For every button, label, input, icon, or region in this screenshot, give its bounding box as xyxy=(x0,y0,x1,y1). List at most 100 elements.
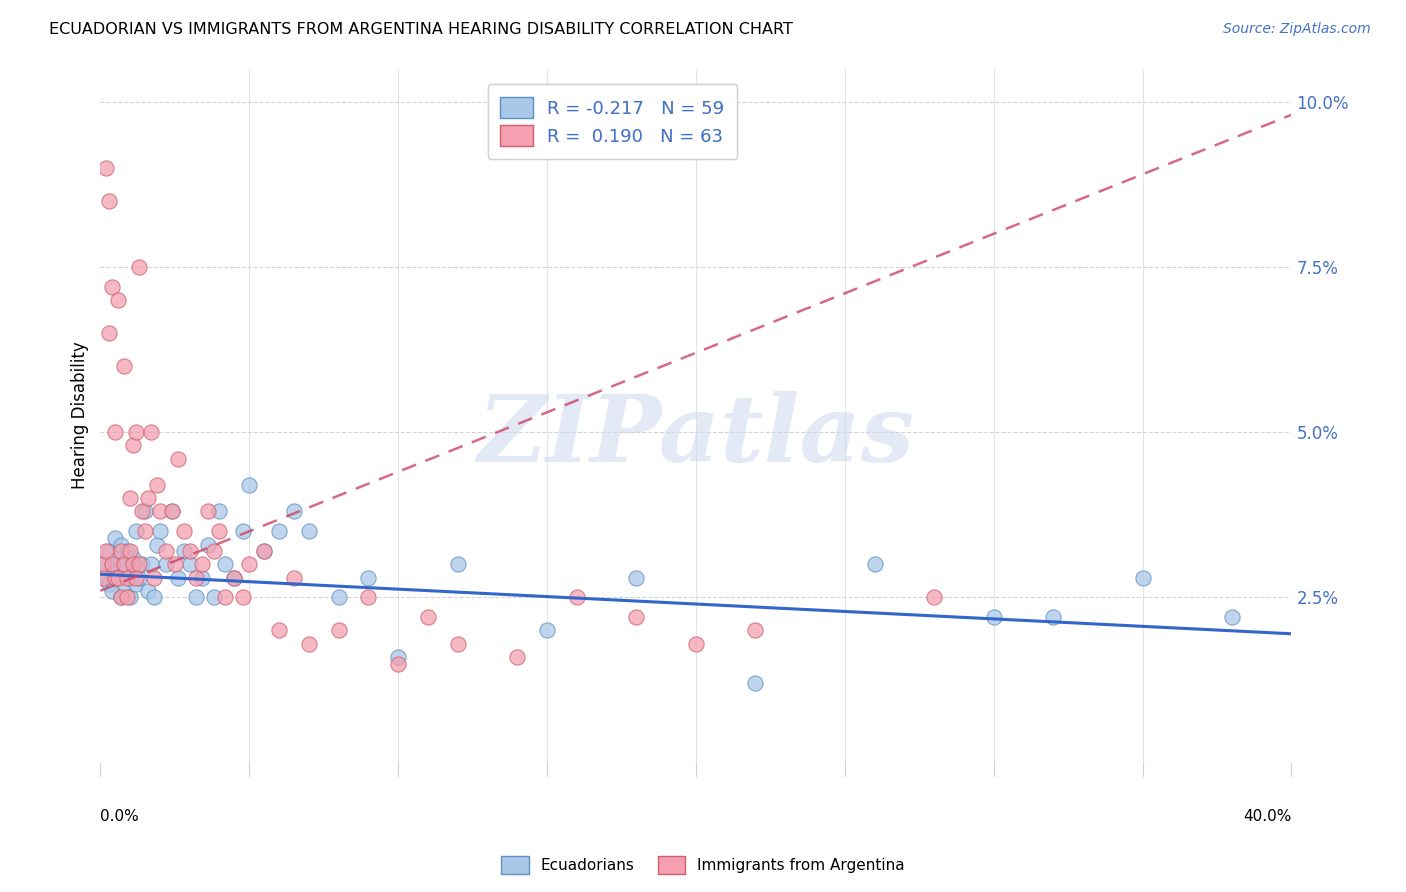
Point xyxy=(98,194,121,208)
Point xyxy=(110,591,132,605)
Point xyxy=(122,558,145,572)
Point xyxy=(125,577,148,591)
Point xyxy=(166,571,188,585)
Point xyxy=(214,558,236,572)
Point xyxy=(416,610,439,624)
Point xyxy=(115,591,138,605)
Point xyxy=(184,591,207,605)
Point xyxy=(96,544,118,558)
Point xyxy=(387,649,409,664)
Point xyxy=(283,571,305,585)
Point xyxy=(107,550,129,565)
Point xyxy=(238,478,260,492)
Point xyxy=(122,438,145,452)
Point xyxy=(125,524,148,539)
Point xyxy=(149,524,172,539)
Text: 0.0%: 0.0% xyxy=(100,809,139,824)
Point xyxy=(1220,610,1243,624)
Point xyxy=(98,326,121,340)
Point xyxy=(125,571,148,585)
Point xyxy=(107,293,129,307)
Point xyxy=(110,544,132,558)
Point xyxy=(96,161,118,175)
Point xyxy=(160,504,183,518)
Point xyxy=(142,591,165,605)
Point xyxy=(115,544,138,558)
Point xyxy=(357,571,380,585)
Point xyxy=(173,544,195,558)
Point xyxy=(626,610,648,624)
Text: ECUADORIAN VS IMMIGRANTS FROM ARGENTINA HEARING DISABILITY CORRELATION CHART: ECUADORIAN VS IMMIGRANTS FROM ARGENTINA … xyxy=(49,22,793,37)
Text: ZIPatlas: ZIPatlas xyxy=(478,392,914,482)
Point xyxy=(112,558,135,572)
Point xyxy=(122,558,145,572)
Point xyxy=(146,537,169,551)
Point xyxy=(298,524,321,539)
Point xyxy=(112,359,135,373)
Point xyxy=(104,571,127,585)
Point xyxy=(110,537,132,551)
Point xyxy=(101,558,124,572)
Point xyxy=(208,524,231,539)
Point xyxy=(110,591,132,605)
Point xyxy=(120,544,142,558)
Point xyxy=(146,478,169,492)
Point xyxy=(253,544,276,558)
Point xyxy=(224,571,246,585)
Point xyxy=(744,676,766,690)
Point xyxy=(91,571,114,585)
Point xyxy=(197,537,219,551)
Point xyxy=(155,558,177,572)
Point xyxy=(134,504,156,518)
Point xyxy=(91,558,114,572)
Point xyxy=(238,558,260,572)
Point xyxy=(155,544,177,558)
Point xyxy=(1132,571,1154,585)
Point xyxy=(104,531,127,545)
Point xyxy=(101,279,124,293)
Point xyxy=(447,558,470,572)
Point xyxy=(202,591,225,605)
Point xyxy=(626,571,648,585)
Point xyxy=(120,571,142,585)
Point xyxy=(149,504,172,518)
Point xyxy=(120,491,142,506)
Point xyxy=(190,571,212,585)
Point xyxy=(190,558,212,572)
Point xyxy=(120,591,142,605)
Point xyxy=(104,425,127,439)
Point xyxy=(107,571,129,585)
Point xyxy=(863,558,886,572)
Point xyxy=(107,564,129,578)
Point xyxy=(160,504,183,518)
Point xyxy=(163,558,186,572)
Point xyxy=(202,544,225,558)
Legend: Ecuadorians, Immigrants from Argentina: Ecuadorians, Immigrants from Argentina xyxy=(495,850,911,880)
Point xyxy=(357,591,380,605)
Point xyxy=(122,550,145,565)
Point xyxy=(983,610,1005,624)
Point xyxy=(267,524,290,539)
Point xyxy=(447,637,470,651)
Point xyxy=(101,583,124,598)
Point xyxy=(91,558,114,572)
Point xyxy=(179,558,201,572)
Point xyxy=(139,558,162,572)
Point xyxy=(387,657,409,671)
Point xyxy=(283,504,305,518)
Point xyxy=(328,624,350,638)
Point xyxy=(1042,610,1064,624)
Point xyxy=(565,591,588,605)
Point xyxy=(298,637,321,651)
Point xyxy=(685,637,707,651)
Point xyxy=(136,583,159,598)
Point xyxy=(744,624,766,638)
Point xyxy=(232,591,254,605)
Point xyxy=(101,558,124,572)
Point xyxy=(142,571,165,585)
Point xyxy=(125,425,148,439)
Point xyxy=(214,591,236,605)
Point xyxy=(134,524,156,539)
Point xyxy=(98,544,121,558)
Point xyxy=(922,591,945,605)
